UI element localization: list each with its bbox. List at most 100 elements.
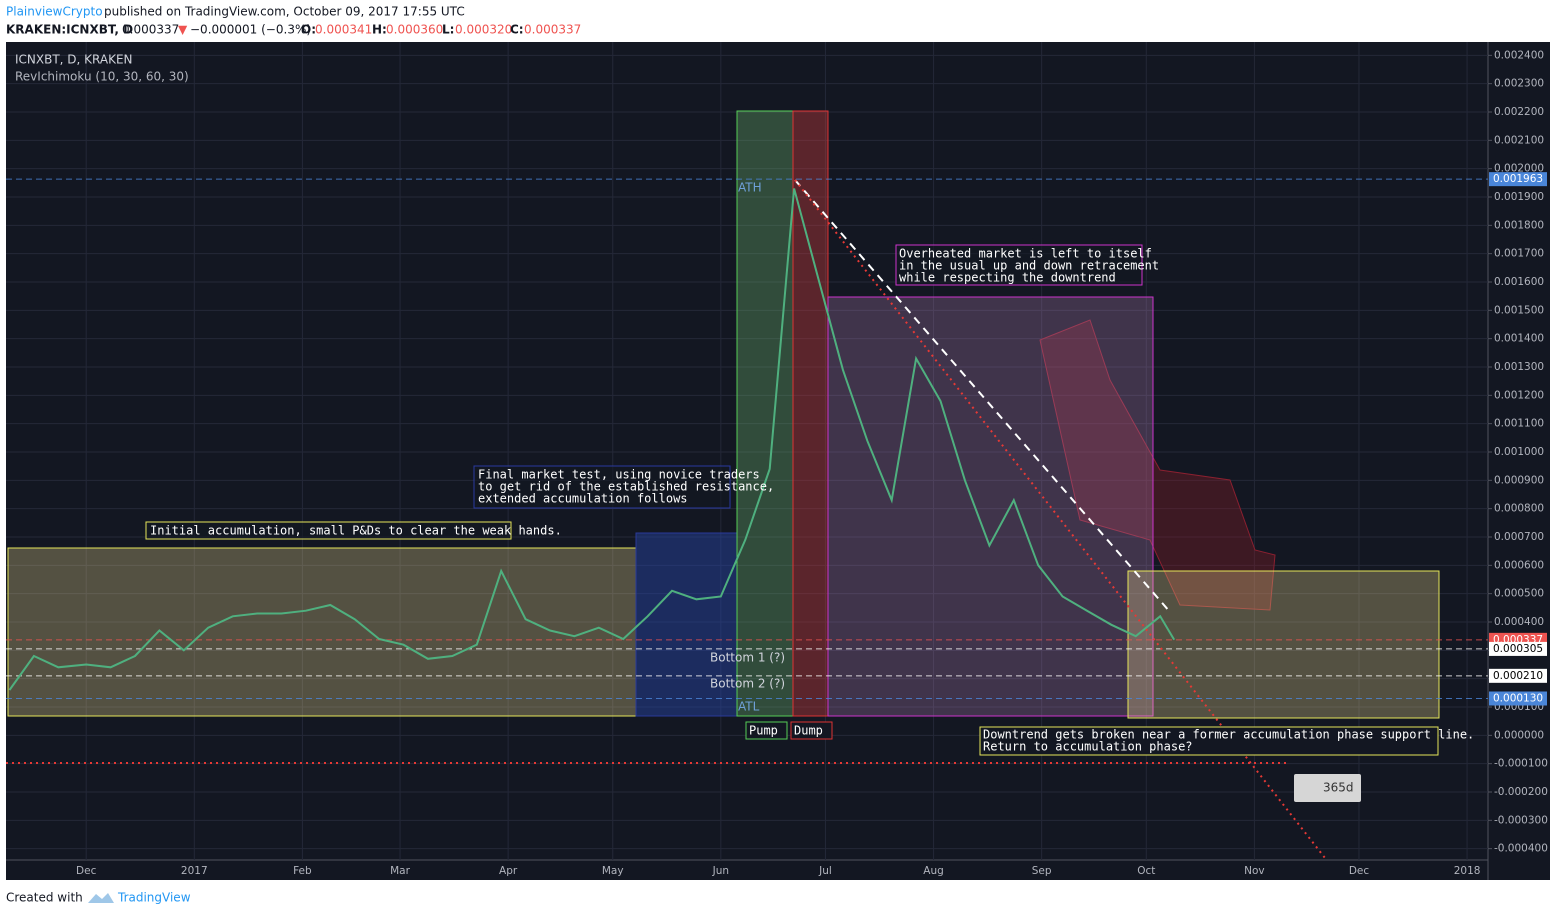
note-box: [473, 465, 731, 509]
y-tick-label: -0.000200: [1494, 786, 1548, 798]
y-tick-label: 0.001200: [1494, 389, 1544, 401]
label: Pump: [749, 724, 778, 738]
x-tick-label: May: [602, 865, 624, 877]
y-tick-label: -0.000300: [1494, 814, 1548, 826]
zone-pump: [736, 110, 794, 717]
y-tick-label: 0.000400: [1494, 616, 1544, 628]
x-tick-label: Oct: [1137, 865, 1155, 877]
note: to get rid of the established resistance…: [478, 480, 774, 494]
level-label: 0.000305: [1493, 643, 1543, 655]
note: in the usual up and down retracement: [899, 259, 1159, 273]
note: Overheated market is left to itself: [899, 247, 1152, 261]
label: ATL: [738, 700, 760, 714]
label: ATH: [738, 181, 762, 195]
y-tick-label: 0.000500: [1494, 588, 1544, 600]
y-tick-label: -0.000100: [1494, 758, 1548, 770]
note: Return to accumulation phase?: [983, 740, 1193, 754]
x-tick-label: Dec: [76, 865, 97, 877]
label: Bottom 2 (?): [710, 677, 785, 691]
y-tick-label: 0.002100: [1494, 134, 1544, 146]
y-tick-label: 0.000700: [1494, 531, 1544, 543]
y-tick-label: 0.002400: [1494, 49, 1544, 61]
y-tick-label: 0.001800: [1494, 219, 1544, 231]
l: 0.000320: [455, 23, 512, 37]
last: 0.000337: [122, 23, 179, 37]
y-tick-label: 0.000600: [1494, 559, 1544, 571]
note: extended accumulation follows: [478, 492, 688, 506]
x-tick-label: 2017: [181, 865, 208, 877]
note-box: [790, 721, 833, 740]
x-tick-label: Mar: [390, 865, 410, 877]
x-tick-label: Jun: [712, 865, 729, 877]
c: 0.000337: [524, 23, 581, 37]
y-tick-label: -0.000400: [1494, 843, 1548, 855]
c-label: C:: [510, 23, 524, 37]
levels: [6, 178, 1488, 699]
note-box: [745, 721, 788, 740]
h-label: H:: [372, 23, 387, 37]
x-tick-label: Aug: [923, 865, 944, 877]
o-label: O:: [301, 23, 316, 37]
level-label: 0.000210: [1493, 670, 1543, 682]
note-box: [979, 726, 1439, 756]
x-tick-label: 2018: [1454, 865, 1481, 877]
note-box: [895, 244, 1143, 286]
x-tick-label: Jul: [818, 865, 832, 877]
brand[interactable]: TradingView: [117, 891, 191, 905]
y-tick-label: 0.001300: [1494, 361, 1544, 373]
note-box: [145, 521, 512, 540]
y-tick-label: 0.000000: [1494, 729, 1544, 741]
created: Created with: [6, 891, 83, 905]
zone-dump: [792, 110, 829, 717]
level-badge: [1489, 691, 1547, 706]
change: −0.000001 (−0.3%): [190, 23, 311, 37]
price-line: [8, 188, 1176, 691]
x-tick-label: Dec: [1349, 865, 1370, 877]
y-tick-label: 0.002000: [1494, 163, 1544, 175]
zone-retracement: [827, 296, 1154, 717]
zone-accumulation: [7, 547, 637, 717]
note: Downtrend gets broken near a former accu…: [983, 728, 1474, 742]
published: published on TradingView.com, October 09…: [104, 5, 465, 19]
l-label: L:: [442, 23, 454, 37]
y-tick-label: 0.001500: [1494, 304, 1544, 316]
logo: [88, 893, 114, 903]
note: Initial accumulation, small P&Ds to clea…: [150, 524, 562, 538]
author[interactable]: PlainviewCrypto: [6, 5, 103, 19]
note: while respecting the downtrend: [899, 271, 1116, 285]
range-label[interactable]: 365d: [1323, 781, 1354, 795]
plot: [8, 188, 1176, 691]
y-tick-label: 0.001700: [1494, 248, 1544, 260]
level-badge: [1489, 668, 1547, 683]
trendline: [794, 179, 1171, 613]
o: 0.000341: [315, 23, 372, 37]
range-badge[interactable]: [1294, 774, 1361, 802]
cloud: [1039, 319, 1276, 611]
arrow: ▼: [178, 23, 188, 37]
y-tick-label: 0.001600: [1494, 276, 1544, 288]
indicator: RevIchimoku (10, 30, 60, 30): [15, 70, 189, 84]
level-badge: [1489, 172, 1547, 187]
level-label: 0.001963: [1493, 173, 1543, 185]
h: 0.000360: [386, 23, 443, 37]
x-tick-label: Feb: [293, 865, 312, 877]
level-label: 0.000130: [1493, 693, 1543, 705]
y-tick-label: 0.001100: [1494, 418, 1544, 430]
y-tick-label: 0.001400: [1494, 333, 1544, 345]
label: Dump: [794, 724, 823, 738]
axes: -0.000400 -0.000300 -0.000200 -0.000100 0.00…: [76, 49, 1548, 877]
y-tick-label: 0.002200: [1494, 106, 1544, 118]
label: Bottom 1 (?): [710, 651, 785, 665]
chart-title: ICNXBT, D, KRAKEN: [15, 53, 133, 67]
y-tick-label: 0.000800: [1494, 503, 1544, 515]
x-tick-label: Apr: [499, 865, 518, 877]
x-tick-label: Sep: [1032, 865, 1052, 877]
y-tick-label: 0.002300: [1494, 78, 1544, 90]
y-tick-label: 0.001900: [1494, 191, 1544, 203]
level-badge: [1489, 641, 1547, 656]
zone-accumulation-2: [1127, 570, 1440, 719]
y-tick-label: 0.001000: [1494, 446, 1544, 458]
symbol: KRAKEN:ICNXBT, D: [6, 23, 133, 37]
x-tick-label: Nov: [1244, 865, 1265, 877]
